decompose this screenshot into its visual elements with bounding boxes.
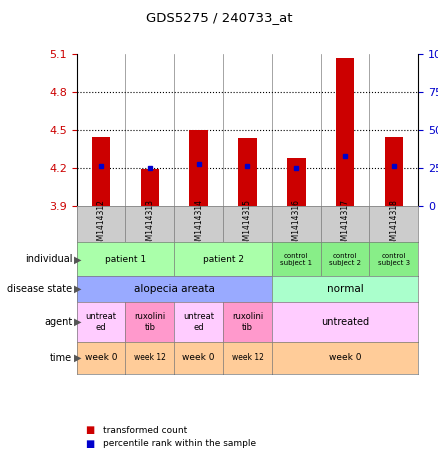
Text: week 0: week 0 <box>182 353 215 362</box>
Text: GSM1414312: GSM1414312 <box>96 199 106 250</box>
Text: week 0: week 0 <box>329 353 361 362</box>
Text: untreat
ed: untreat ed <box>183 313 214 332</box>
Text: alopecia areata: alopecia areata <box>134 284 215 294</box>
Text: untreated: untreated <box>321 317 369 327</box>
Text: ruxolini
tib: ruxolini tib <box>134 313 166 332</box>
Text: ▶: ▶ <box>74 254 82 265</box>
Text: GDS5275 / 240733_at: GDS5275 / 240733_at <box>146 11 292 24</box>
Text: GSM1414314: GSM1414314 <box>194 199 203 250</box>
Bar <box>287 158 306 206</box>
Text: percentile rank within the sample: percentile rank within the sample <box>103 439 256 448</box>
Text: ■: ■ <box>85 439 95 449</box>
Text: GSM1414313: GSM1414313 <box>145 199 154 250</box>
Text: week 0: week 0 <box>85 353 117 362</box>
Text: ▶: ▶ <box>74 317 82 327</box>
Text: week 12: week 12 <box>134 353 166 362</box>
Text: disease state: disease state <box>7 284 72 294</box>
Text: patient 2: patient 2 <box>202 255 244 264</box>
Text: GSM1414316: GSM1414316 <box>292 199 301 250</box>
Bar <box>141 169 159 206</box>
Text: ■: ■ <box>85 425 95 435</box>
Bar <box>385 136 403 206</box>
Text: untreat
ed: untreat ed <box>85 313 117 332</box>
Text: control
subject 2: control subject 2 <box>329 253 361 266</box>
Text: ▶: ▶ <box>74 284 82 294</box>
Text: GSM1414317: GSM1414317 <box>341 199 350 250</box>
Text: patient 1: patient 1 <box>105 255 146 264</box>
Text: agent: agent <box>44 317 72 327</box>
Bar <box>189 130 208 206</box>
Text: normal: normal <box>327 284 364 294</box>
Text: transformed count: transformed count <box>103 426 187 435</box>
Bar <box>92 136 110 206</box>
Text: individual: individual <box>25 254 72 265</box>
Text: GSM1414318: GSM1414318 <box>389 199 399 250</box>
Text: ▶: ▶ <box>74 353 82 363</box>
Bar <box>238 138 257 206</box>
Text: control
subject 1: control subject 1 <box>280 253 312 266</box>
Text: GSM1414315: GSM1414315 <box>243 199 252 250</box>
Text: control
subject 3: control subject 3 <box>378 253 410 266</box>
Text: ruxolini
tib: ruxolini tib <box>232 313 263 332</box>
Text: time: time <box>50 353 72 363</box>
Bar <box>336 58 354 206</box>
Text: week 12: week 12 <box>232 353 263 362</box>
